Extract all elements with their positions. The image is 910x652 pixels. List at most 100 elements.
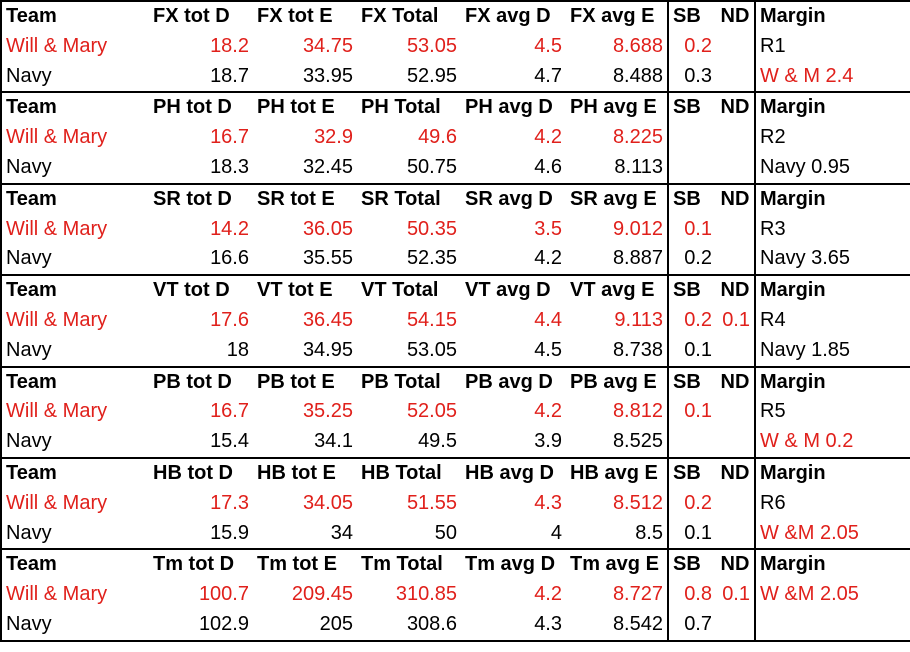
event-header-row: Team HB tot D HB tot E HB Total HB avg D HB a… [0, 456, 910, 489]
team-name: Navy [0, 609, 149, 642]
avg-e-value: 8.488 [612, 64, 663, 87]
avg-d-value: 4.3 [534, 491, 562, 514]
nd-value [716, 32, 755, 62]
avg-d-value: 4.5 [534, 338, 562, 361]
avg-d-value: 4 [550, 521, 562, 544]
tot-d-header: PH tot D [149, 91, 253, 124]
nd-value [716, 123, 755, 153]
avg-d-value: 4.2 [534, 400, 562, 423]
total-value: 50.35 [406, 217, 457, 240]
sb-value: 0.1 [667, 518, 716, 550]
nd-value [716, 62, 755, 93]
avg-e-value: 8.542 [566, 609, 668, 642]
margin-header: Margin [754, 456, 910, 489]
nd-value [716, 397, 755, 427]
avg-e-header: PB avg E [566, 365, 668, 398]
margin-header: Margin [754, 274, 910, 306]
tot-e-header: HB tot E [253, 456, 357, 489]
tot-d-header: HB tot D [149, 456, 253, 489]
avg-e-value: 8.738 [612, 338, 663, 361]
margin-value: Navy 1.85 [754, 335, 910, 367]
sb-header: SB [667, 548, 716, 581]
team-score-row: Navy 18.3 32.45 50.75 4.6 8.113 Navy 0.95 [0, 152, 910, 184]
avg-e-value: 8.727 [612, 583, 663, 606]
tot-d-header: PB tot D [149, 365, 253, 398]
sb-value: 0.2 [667, 31, 716, 62]
avg-d-header: VT avg D [461, 274, 566, 306]
total-value: 50 [434, 521, 457, 544]
avg-e-value: 8.525 [612, 430, 663, 453]
tot-d-value: 102.9 [149, 609, 253, 642]
avg-d-value: 4.2 [534, 247, 562, 270]
total-header: PH Total [357, 91, 461, 124]
team-header: Team [0, 0, 149, 32]
avg-d-value: 4.5 [534, 34, 562, 57]
team-header: Team [0, 91, 149, 124]
avg-e-value: 8.225 [612, 126, 663, 149]
team-name: Will & Mary [0, 31, 149, 62]
nd-value [716, 489, 755, 519]
avg-d-header: FX avg D [461, 0, 566, 32]
sb-value: 0.2 [667, 305, 716, 336]
sb-value: 0.1 [667, 335, 716, 367]
margin-value: R2 [754, 123, 910, 153]
team-name: Will & Mary [0, 305, 149, 336]
avg-d-header: Tm avg D [461, 548, 566, 581]
avg-e-value: 8.887 [612, 247, 663, 270]
sb-value: 0.2 [667, 244, 716, 276]
margin-header: Margin [754, 91, 910, 124]
tot-d-value: 16.6 [210, 247, 249, 270]
total-header: FX Total [357, 0, 461, 32]
avg-e-value: 9.012 [612, 217, 663, 240]
team-header: Team [0, 274, 149, 306]
avg-e-value: 9.113 [614, 308, 663, 331]
event-header-row: Team VT tot D VT tot E VT Total VT avg D VT a… [0, 274, 910, 306]
avg-e-header: HB avg E [566, 456, 668, 489]
avg-e-header: SR avg E [566, 182, 668, 215]
total-header: SR Total [357, 182, 461, 215]
total-header: Tm Total [357, 548, 461, 581]
tot-d-header: VT tot D [149, 274, 253, 306]
team-score-row: Navy 18.7 33.95 52.95 4.7 8.488 0.3 W & M 2.4 [0, 61, 910, 93]
margin-header: Margin [754, 365, 910, 398]
tot-e-header: PH tot E [253, 91, 357, 124]
margin-header: Margin [754, 182, 910, 215]
sb-value: 0.8 [667, 580, 716, 610]
team-header: Team [0, 365, 149, 398]
nd-value [716, 215, 755, 245]
nd-value [716, 244, 755, 275]
team-name: Will & Mary [0, 123, 149, 153]
tot-d-value: 17.6 [210, 308, 249, 331]
team-score-row: Navy 18 34.95 53.05 4.5 8.738 0.1 Navy 1.85 [0, 335, 910, 367]
tot-e-header: PB tot E [253, 365, 357, 398]
nd-header: ND [716, 91, 755, 124]
avg-d-value: 3.9 [534, 430, 562, 453]
tot-d-value: 18 [226, 338, 249, 361]
team-name: Navy [0, 244, 149, 276]
team-name: Navy [0, 335, 149, 367]
tot-e-value: 34 [330, 521, 353, 544]
nd-header: ND [716, 365, 755, 398]
avg-e-header: PH avg E [566, 91, 668, 124]
tot-e-value: 36.45 [302, 308, 353, 331]
avg-d-value: 4.6 [534, 155, 562, 178]
avg-e-header: Tm avg E [566, 548, 668, 581]
tot-d-value: 15.4 [210, 430, 249, 453]
margin-value: W & M 2.4 [754, 61, 910, 93]
nd-value [716, 519, 755, 550]
tot-d-value: 16.7 [210, 126, 249, 149]
margin-value [754, 609, 910, 642]
sb-value [667, 152, 716, 184]
team-score-row: Will & Mary 100.7 209.45 310.85 4.2 8.727 0.8 0… [0, 580, 910, 610]
team-name: Will & Mary [0, 397, 149, 428]
team-score-row: Will & Mary 17.6 36.45 54.15 4.4 9.113 0.2 0.1 R… [0, 305, 910, 336]
nd-header: ND [716, 274, 755, 306]
nd-header: ND [716, 456, 755, 489]
nd-value [716, 153, 755, 184]
team-score-row: Navy 102.9 205 308.6 4.3 8.542 0.7 [0, 609, 910, 642]
tot-d-value: 18.7 [210, 64, 249, 87]
nd-value [716, 336, 755, 367]
avg-e-value: 8.688 [612, 34, 663, 57]
team-score-row: Will & Mary 18.2 34.75 53.05 4.5 8.688 0.2 R1 [0, 31, 910, 62]
tot-e-header: SR tot E [253, 182, 357, 215]
